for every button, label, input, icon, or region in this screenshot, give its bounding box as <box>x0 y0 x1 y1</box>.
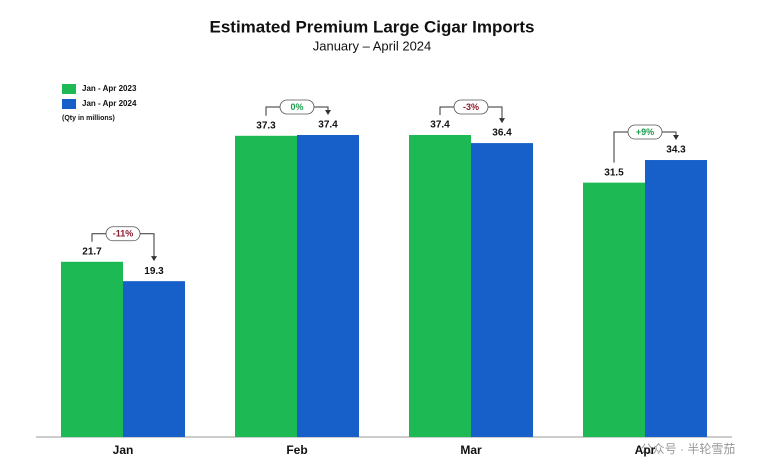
value-label: 19.3 <box>144 266 164 277</box>
arrowhead <box>499 118 505 124</box>
change-label: 0% <box>290 102 303 112</box>
value-label: 37.4 <box>318 120 338 131</box>
arrowhead <box>151 256 157 262</box>
change-label: +9% <box>636 127 654 137</box>
bar <box>409 135 471 437</box>
change-pill <box>279 99 315 115</box>
bar <box>235 135 297 437</box>
bar <box>583 182 645 437</box>
legend-label: Jan - Apr 2024 <box>82 99 137 108</box>
arrowhead <box>325 110 331 115</box>
x-tick-label: Feb <box>286 443 307 457</box>
change-pill <box>105 226 141 242</box>
change-annotation: -11% <box>91 226 157 262</box>
legend-swatch <box>62 84 76 94</box>
bar <box>645 160 707 437</box>
chart-title: Estimated Premium Large Cigar Imports <box>210 17 535 36</box>
chart-subtitle: January – April 2024 <box>313 38 432 53</box>
value-label: 37.4 <box>430 120 450 131</box>
change-pill <box>627 124 663 140</box>
value-label: 37.3 <box>256 120 276 131</box>
legend-label: Jan - Apr 2023 <box>82 84 137 93</box>
change-annotation: 0% <box>265 99 331 116</box>
change-annotation: -3% <box>439 99 505 124</box>
value-label: 36.4 <box>492 128 512 139</box>
watermark: 公众号 · 半轮雪茄 <box>641 442 736 456</box>
x-tick-label: Apr <box>635 443 656 457</box>
change-annotation: +9% <box>613 124 679 163</box>
value-label: 31.5 <box>604 167 624 178</box>
x-tick-label: Mar <box>460 443 482 457</box>
change-pill <box>453 99 489 115</box>
value-label: 21.7 <box>82 246 102 257</box>
bar <box>471 143 533 437</box>
x-tick-label: Jan <box>113 443 134 457</box>
bar <box>297 135 359 437</box>
legend-swatch <box>62 99 76 109</box>
bar <box>61 261 123 437</box>
value-label: 34.3 <box>666 145 686 156</box>
change-label: -3% <box>463 102 479 112</box>
legend-note: (Qty in millions) <box>62 115 115 122</box>
arrowhead <box>673 135 679 141</box>
bar <box>123 281 185 437</box>
change-label: -11% <box>113 229 134 239</box>
